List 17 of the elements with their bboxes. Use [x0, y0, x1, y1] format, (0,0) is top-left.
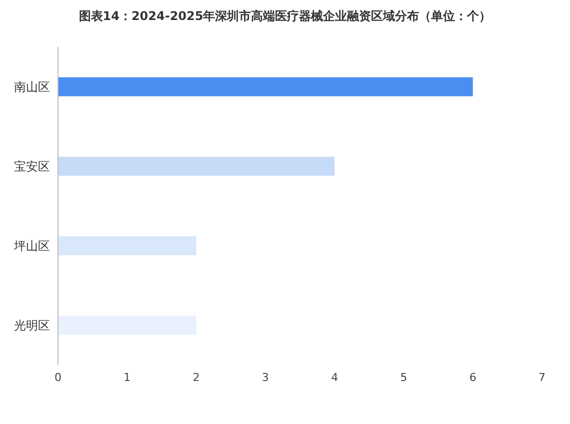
y-tick-label: 南山区: [14, 80, 50, 94]
x-tick-label: 1: [124, 370, 131, 384]
bar: [58, 156, 335, 176]
x-tick-label: 3: [262, 370, 269, 384]
bar: [58, 316, 196, 335]
x-tick-label: 2: [192, 370, 200, 384]
y-tick-label: 坪山区: [13, 239, 50, 254]
x-tick-label: 0: [54, 370, 62, 384]
y-tick-label: 光明区: [14, 318, 50, 333]
x-tick-label: 5: [400, 370, 408, 384]
chart-title: 图表14：2024-2025年深圳市高端医疗器械企业融资区域分布（单位：个）: [78, 8, 492, 25]
bar: [58, 77, 473, 96]
x-tick-label: 7: [538, 370, 546, 384]
bar: [58, 236, 196, 256]
x-tick-label: 4: [331, 370, 338, 384]
x-tick-label: 6: [469, 370, 476, 384]
y-tick-label: 宝安区: [14, 160, 50, 174]
